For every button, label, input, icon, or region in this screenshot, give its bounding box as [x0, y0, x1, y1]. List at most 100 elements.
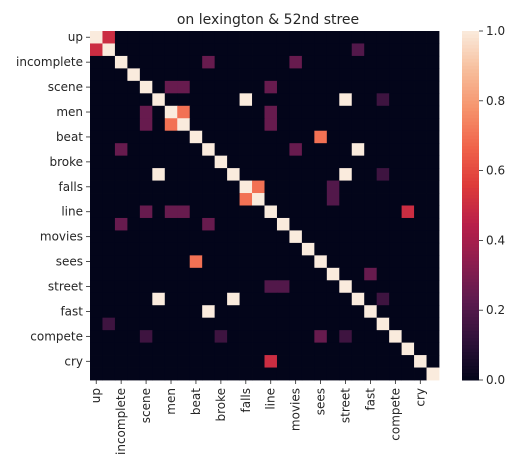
heatmap-cell [177, 218, 190, 231]
heatmap-cell [252, 131, 265, 144]
heatmap-cell [302, 118, 315, 131]
colorbar-segment [462, 178, 479, 182]
heatmap-cell [202, 181, 215, 194]
heatmap-cell [177, 230, 190, 243]
heatmap-cell [377, 56, 390, 69]
heatmap-cell [240, 68, 253, 81]
heatmap-cell [265, 156, 278, 169]
heatmap-cell [227, 330, 240, 343]
heatmap-cell [152, 131, 165, 144]
heatmap-cell [240, 218, 253, 231]
heatmap-cell [265, 368, 278, 381]
heatmap-cell [414, 280, 427, 293]
colorbar-segment [462, 80, 479, 84]
heatmap-cell [190, 218, 203, 231]
heatmap-cell [414, 268, 427, 281]
heatmap-cell [314, 118, 327, 131]
heatmap-cell [377, 118, 390, 131]
heatmap-cell [240, 131, 253, 144]
heatmap-cell [302, 243, 315, 256]
heatmap-cell [152, 193, 165, 206]
heatmap-cell [177, 56, 190, 69]
heatmap-cell [140, 243, 153, 256]
chart-title: on lexington & 52nd stree [177, 12, 359, 28]
heatmap-cell [352, 255, 365, 268]
heatmap-cell [227, 31, 240, 44]
heatmap-cell [289, 156, 302, 169]
colorbar-segment [462, 31, 479, 35]
heatmap-cell [165, 343, 178, 356]
heatmap-cell [364, 305, 377, 318]
heatmap-cell [177, 181, 190, 194]
heatmap-cell [327, 168, 340, 181]
heatmap-cell [127, 168, 140, 181]
heatmap-cell [102, 355, 115, 368]
colorbar-segment [462, 164, 479, 168]
heatmap-cell [302, 93, 315, 106]
colorbar-segment [462, 38, 479, 42]
colorbar-segment [462, 97, 479, 101]
heatmap-cell [90, 131, 103, 144]
colorbar-segment [462, 125, 479, 129]
heatmap-cell [402, 255, 415, 268]
heatmap-cell [289, 106, 302, 119]
heatmap-cell [402, 156, 415, 169]
heatmap-cell [115, 343, 128, 356]
heatmap-cell [127, 230, 140, 243]
heatmap-cell [252, 106, 265, 119]
heatmap-cell [427, 355, 440, 368]
heatmap-cell [277, 181, 290, 194]
heatmap-cell [427, 268, 440, 281]
heatmap-cell [364, 268, 377, 281]
heatmap-cell [339, 218, 352, 231]
heatmap-cell [102, 280, 115, 293]
heatmap-cell [389, 106, 402, 119]
heatmap-cell [352, 31, 365, 44]
heatmap-cell [277, 305, 290, 318]
heatmap-cell [402, 193, 415, 206]
heatmap-cell [240, 330, 253, 343]
heatmap-cell [102, 305, 115, 318]
heatmap-cell [277, 68, 290, 81]
colorbar-segment [462, 199, 479, 203]
heatmap-cell [165, 131, 178, 144]
heatmap-cell [289, 206, 302, 219]
heatmap-cell [377, 193, 390, 206]
heatmap-cell [177, 243, 190, 256]
y-tick-label: men [56, 105, 83, 119]
heatmap-cell [314, 156, 327, 169]
colorbar-segment [462, 83, 479, 87]
heatmap-cell [240, 343, 253, 356]
heatmap-cell [327, 106, 340, 119]
heatmap-cell [127, 218, 140, 231]
heatmap-cell [314, 168, 327, 181]
heatmap-cell [277, 118, 290, 131]
heatmap-cell [265, 81, 278, 94]
heatmap-cell [140, 293, 153, 306]
heatmap-cell [314, 68, 327, 81]
heatmap-cell [427, 206, 440, 219]
heatmap-cell [165, 368, 178, 381]
heatmap-cell [327, 355, 340, 368]
colorbar: 0.0 0.2 0.4 0.6 0.8 1.0 [462, 24, 505, 387]
colorbar-segment [462, 171, 479, 175]
colorbar-segment [462, 94, 479, 98]
heatmap-cell [339, 168, 352, 181]
heatmap-cell [177, 168, 190, 181]
heatmap-cell [252, 143, 265, 156]
heatmap-cell [115, 280, 128, 293]
heatmap-cell [190, 156, 203, 169]
heatmap-cell [414, 43, 427, 56]
colorbar-segment [462, 143, 479, 147]
colorbar-segment [462, 303, 479, 307]
heatmap-cell [389, 218, 402, 231]
heatmap-cell [252, 43, 265, 56]
heatmap-cell [352, 206, 365, 219]
heatmap-cell [252, 168, 265, 181]
heatmap-cell [227, 255, 240, 268]
heatmap-cell [190, 93, 203, 106]
heatmap-cell [377, 355, 390, 368]
heatmap-cell [215, 230, 228, 243]
heatmap-cell [102, 330, 115, 343]
heatmap-cell [102, 43, 115, 56]
